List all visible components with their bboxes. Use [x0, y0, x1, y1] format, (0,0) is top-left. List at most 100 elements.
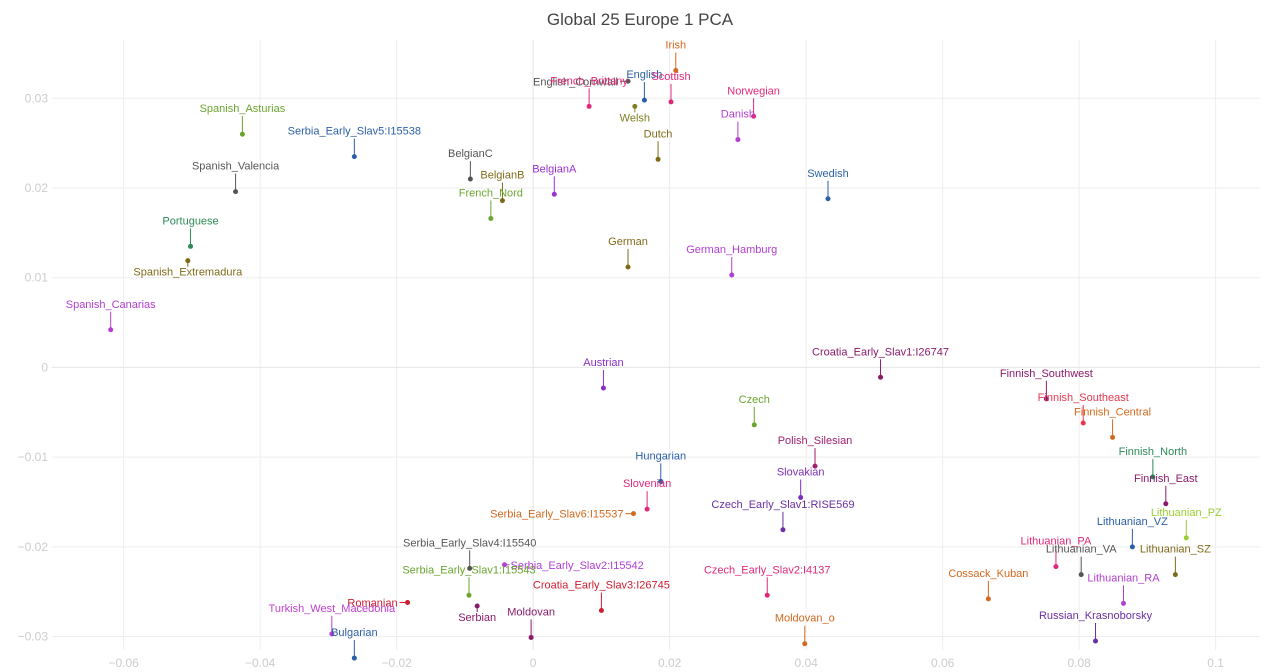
- data-point-group[interactable]: English: [626, 69, 662, 103]
- data-point[interactable]: [641, 97, 647, 103]
- data-point[interactable]: [1121, 600, 1127, 606]
- data-point-group[interactable]: Lithuanian_PZ: [1151, 507, 1222, 541]
- data-point[interactable]: [644, 506, 650, 512]
- data-point[interactable]: [812, 463, 818, 469]
- data-point-group[interactable]: Finnish_Central: [1074, 406, 1151, 440]
- data-point[interactable]: [825, 196, 831, 202]
- data-point-group[interactable]: Bulgarian: [331, 627, 378, 661]
- data-point-group[interactable]: Finnish_Southeast: [1038, 392, 1129, 426]
- data-point-group[interactable]: Czech_Early_Slav1:RISE569: [711, 499, 854, 533]
- data-point-group[interactable]: Russian_Krasnoborsky: [1039, 610, 1153, 644]
- data-point-group[interactable]: Czech_Early_Slav2:I4137: [704, 564, 831, 598]
- data-point[interactable]: [1053, 564, 1059, 570]
- data-point-group[interactable]: German: [608, 236, 648, 270]
- data-point[interactable]: [751, 113, 757, 119]
- data-point[interactable]: [405, 599, 411, 605]
- data-point-group[interactable]: Serbia_Early_Slav4:I15540: [403, 537, 536, 571]
- data-point[interactable]: [551, 191, 557, 197]
- data-point-group[interactable]: Lithuanian_RA: [1087, 572, 1160, 606]
- data-point[interactable]: [655, 156, 661, 162]
- data-point[interactable]: [1150, 474, 1156, 480]
- data-point-group[interactable]: Moldovan_o: [775, 613, 835, 647]
- data-point[interactable]: [488, 216, 494, 222]
- data-point-group[interactable]: Moldovan: [507, 606, 555, 640]
- data-point[interactable]: [188, 243, 194, 249]
- data-point-group[interactable]: English_Cornwall: [533, 76, 631, 88]
- data-point-group[interactable]: Finnish_Southwest: [1000, 368, 1093, 402]
- data-point-group[interactable]: Finnish_East: [1134, 473, 1198, 507]
- data-point-group[interactable]: BelgianC: [448, 148, 493, 182]
- data-point-group[interactable]: Spanish_Extremadura: [133, 258, 243, 279]
- data-point-group[interactable]: French_Brittany: [550, 75, 628, 109]
- data-point-group[interactable]: Austrian: [583, 357, 624, 391]
- data-point[interactable]: [798, 495, 804, 500]
- data-point-group[interactable]: Spanish_Canarias: [66, 299, 156, 333]
- data-point[interactable]: [1110, 434, 1116, 440]
- data-point[interactable]: [329, 631, 335, 637]
- data-point[interactable]: [1172, 572, 1178, 578]
- data-point[interactable]: [501, 562, 507, 568]
- data-point[interactable]: [1078, 572, 1084, 578]
- data-point[interactable]: [466, 592, 472, 598]
- data-point[interactable]: [528, 634, 534, 640]
- data-point-group[interactable]: Slovakian: [777, 467, 825, 501]
- data-point[interactable]: [467, 176, 473, 182]
- data-point[interactable]: [1093, 638, 1099, 644]
- data-point[interactable]: [467, 565, 473, 571]
- data-point-group[interactable]: Lithuanian_VA: [1046, 544, 1117, 578]
- data-point[interactable]: [985, 596, 991, 602]
- data-point[interactable]: [108, 327, 114, 333]
- data-point[interactable]: [625, 264, 631, 270]
- data-point[interactable]: [735, 137, 741, 143]
- data-point[interactable]: [474, 603, 480, 609]
- data-point[interactable]: [751, 422, 757, 428]
- data-point-group[interactable]: Scottish: [651, 71, 691, 105]
- data-point[interactable]: [239, 131, 245, 137]
- data-point-group[interactable]: Hungarian: [635, 450, 686, 484]
- data-point-group[interactable]: Croatia_Early_Slav1:I26747: [812, 346, 949, 380]
- data-point-group[interactable]: Finnish_North: [1119, 446, 1187, 480]
- data-point[interactable]: [630, 511, 636, 517]
- data-point-group[interactable]: Czech: [739, 394, 770, 428]
- data-point-group[interactable]: Portuguese: [162, 215, 219, 249]
- data-point-group[interactable]: Serbia_Early_Slav2:I15542: [501, 560, 644, 572]
- data-point[interactable]: [878, 374, 884, 380]
- data-point-group[interactable]: French_Nord: [459, 188, 523, 222]
- data-point[interactable]: [780, 527, 786, 533]
- data-point[interactable]: [598, 608, 604, 614]
- data-point-group[interactable]: Dutch: [644, 128, 673, 162]
- data-point-group[interactable]: BelgianB: [480, 170, 524, 204]
- data-point[interactable]: [1080, 420, 1086, 426]
- data-point[interactable]: [1043, 396, 1049, 402]
- data-point[interactable]: [233, 189, 239, 195]
- data-point[interactable]: [802, 641, 808, 647]
- data-point-group[interactable]: Serbia_Early_Slav1:I15543: [402, 564, 536, 598]
- data-point-group[interactable]: Danish: [721, 109, 755, 143]
- data-point[interactable]: [668, 99, 674, 105]
- data-point-group[interactable]: Turkish_West_Macedonia: [269, 603, 396, 637]
- data-point[interactable]: [499, 198, 505, 204]
- data-point[interactable]: [625, 78, 631, 84]
- data-point-group[interactable]: Serbia_Early_Slav6:I15537: [490, 509, 636, 521]
- data-point[interactable]: [764, 592, 770, 598]
- data-point-group[interactable]: Welsh: [620, 103, 650, 125]
- data-point-group[interactable]: Cossack_Kuban: [948, 568, 1028, 602]
- data-point[interactable]: [673, 68, 679, 73]
- data-point-group[interactable]: Serbian: [458, 603, 496, 625]
- data-point-group[interactable]: Lithuanian_VZ: [1097, 516, 1168, 550]
- data-point-group[interactable]: Croatia_Early_Slav3:I26745: [533, 580, 670, 614]
- data-point-group[interactable]: Irish: [665, 40, 686, 74]
- data-point[interactable]: [632, 103, 638, 109]
- data-point[interactable]: [658, 478, 664, 484]
- data-point[interactable]: [1129, 544, 1135, 550]
- data-point[interactable]: [351, 154, 357, 160]
- data-point[interactable]: [729, 272, 735, 278]
- data-point-group[interactable]: Lithuanian_SZ: [1140, 544, 1211, 578]
- data-point-group[interactable]: Slovenian: [623, 478, 671, 512]
- data-point-group[interactable]: Norwegian: [727, 85, 780, 119]
- data-point[interactable]: [600, 385, 606, 391]
- data-point-group[interactable]: Spanish_Asturias: [200, 103, 286, 137]
- data-point[interactable]: [351, 655, 357, 661]
- data-point-group[interactable]: BelgianA: [532, 163, 577, 197]
- data-point[interactable]: [1163, 501, 1169, 507]
